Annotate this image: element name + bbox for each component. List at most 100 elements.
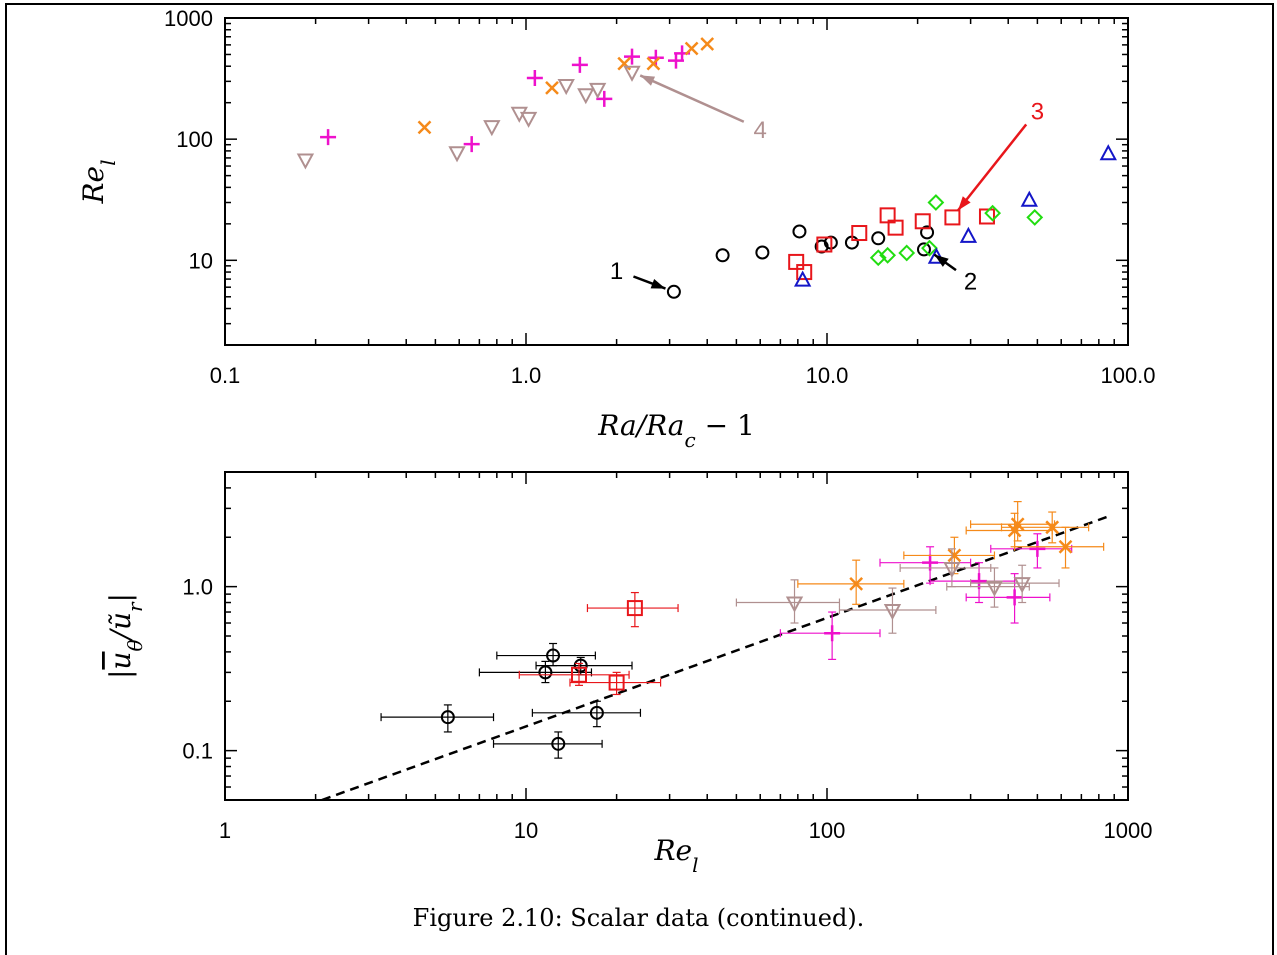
top-point-diamond bbox=[984, 204, 1002, 222]
top-point-square bbox=[788, 253, 805, 270]
top-point-cross bbox=[545, 80, 559, 95]
bottom-point-plus bbox=[1006, 589, 1023, 606]
top-x-axis-label: Ra/Rac − 1 bbox=[597, 409, 755, 452]
top-point-square bbox=[816, 236, 833, 253]
bottom-point-cross bbox=[1058, 539, 1073, 554]
bottom-point-circle bbox=[551, 736, 566, 751]
bottom-point-square bbox=[626, 600, 643, 617]
top-series-triangle-up bbox=[793, 144, 1117, 287]
bottom-point-plus bbox=[824, 625, 841, 642]
top-point-circle bbox=[916, 242, 931, 257]
top-point-diamond bbox=[879, 246, 897, 264]
bottom-axes: 1 10 100 1000 0.1 1.0 bbox=[182, 471, 1152, 843]
bottom-point-cross bbox=[947, 548, 962, 563]
bottom-plot-frame bbox=[224, 471, 1129, 801]
top-point-triangle-down bbox=[577, 88, 595, 105]
annotation-label-3: 3 bbox=[1031, 98, 1044, 125]
top-point-circle bbox=[755, 245, 770, 260]
top-point-plus bbox=[571, 56, 588, 73]
top-point-diamond bbox=[921, 239, 938, 257]
bottom-point-triangle-down bbox=[985, 580, 1004, 597]
top-y-axis-label: Rel bbox=[77, 159, 120, 204]
top-point-square bbox=[887, 219, 904, 236]
top-x-tick-label: 0.1 bbox=[210, 363, 241, 388]
top-series-triangle-down bbox=[296, 65, 641, 170]
bottom-series-cross bbox=[797, 500, 1105, 605]
top-point-triangle-down bbox=[296, 153, 315, 170]
top-point-triangle-up bbox=[959, 226, 978, 243]
top-point-square bbox=[796, 264, 813, 281]
top-series-diamond bbox=[869, 194, 1044, 267]
bottom-point-square bbox=[608, 674, 625, 691]
top-point-triangle-down bbox=[557, 78, 575, 96]
top-point-triangle-down bbox=[588, 82, 607, 99]
top-point-triangle-up bbox=[1020, 190, 1038, 207]
top-point-triangle-down bbox=[448, 146, 466, 163]
figure-caption: Figure 2.10: Scalar data (continued). bbox=[412, 904, 865, 932]
bottom-point-circle bbox=[538, 665, 553, 680]
top-point-plus bbox=[624, 48, 641, 65]
top-point-cross bbox=[617, 56, 632, 71]
top-point-diamond bbox=[927, 194, 945, 211]
top-axes: 0.1 1.0 10.0 100.0 10 100 1000 bbox=[164, 6, 1155, 388]
bottom-point-triangle-down bbox=[943, 561, 961, 579]
top-point-plus bbox=[647, 49, 664, 66]
bottom-point-triangle-down bbox=[883, 604, 902, 621]
top-x-tick-label: 1.0 bbox=[511, 363, 542, 388]
top-point-triangle-down bbox=[623, 65, 641, 82]
figure-frame bbox=[5, 3, 1274, 955]
top-point-cross bbox=[684, 41, 699, 56]
bottom-point-triangle-down bbox=[1013, 577, 1031, 594]
annotation-arrowhead-4 bbox=[640, 75, 656, 86]
top-point-circle bbox=[871, 231, 886, 246]
top-y-tick-label: 1000 bbox=[164, 6, 213, 31]
top-x-tick-label: 10.0 bbox=[806, 363, 849, 388]
top-point-square bbox=[914, 213, 931, 230]
annotation-label-2: 2 bbox=[964, 269, 977, 296]
bottom-point-square bbox=[571, 666, 588, 683]
top-point-plus bbox=[463, 136, 480, 153]
annotation-arrow-3 bbox=[957, 123, 1028, 212]
top-point-diamond bbox=[869, 249, 887, 267]
bottom-x-tick-label: 100 bbox=[809, 818, 846, 843]
top-y-tick-label: 100 bbox=[176, 127, 213, 152]
annotation-label-4: 4 bbox=[754, 117, 767, 144]
top-point-diamond bbox=[898, 244, 916, 262]
bottom-x-axis-label: Rel bbox=[653, 834, 698, 877]
top-point-circle bbox=[715, 248, 730, 263]
top-point-square bbox=[944, 209, 961, 226]
top-point-circle bbox=[666, 284, 681, 299]
top-point-circle bbox=[920, 225, 935, 240]
fit-line bbox=[321, 514, 1111, 800]
bottom-point-circle bbox=[440, 710, 455, 725]
top-point-triangle-up bbox=[927, 247, 946, 264]
top-point-cross bbox=[700, 37, 715, 51]
top-point-plus bbox=[596, 90, 613, 107]
bottom-point-triangle-down bbox=[785, 596, 804, 613]
annotation-arrowhead-1 bbox=[650, 278, 666, 289]
bottom-y-tick-label: 0.1 bbox=[182, 739, 213, 764]
top-point-plus bbox=[320, 129, 337, 146]
bottom-series-square bbox=[518, 591, 679, 696]
annotation-label-1: 1 bbox=[610, 258, 623, 285]
bottom-point-plus bbox=[1029, 540, 1046, 557]
bottom-series-plus bbox=[779, 533, 1073, 660]
bottom-point-circle bbox=[546, 648, 561, 663]
top-series-square bbox=[788, 207, 995, 281]
bottom-x-tick-label: 10 bbox=[514, 818, 538, 843]
annotation-arrow-4 bbox=[639, 74, 745, 123]
top-point-circle bbox=[792, 224, 807, 239]
bottom-x-tick-label: 1 bbox=[219, 818, 231, 843]
top-plot-frame bbox=[224, 17, 1129, 346]
bottom-point-cross bbox=[849, 576, 864, 591]
bottom-point-cross bbox=[1010, 517, 1025, 532]
top-point-triangle-down bbox=[519, 111, 538, 128]
bottom-series-triangle-down bbox=[735, 548, 1060, 634]
top-y-tick-label: 10 bbox=[189, 248, 213, 273]
top-point-plus bbox=[526, 69, 543, 86]
top-point-triangle-up bbox=[1099, 144, 1117, 161]
top-series-cross bbox=[417, 37, 715, 135]
bottom-point-circle bbox=[589, 705, 604, 720]
top-point-cross bbox=[646, 56, 661, 71]
